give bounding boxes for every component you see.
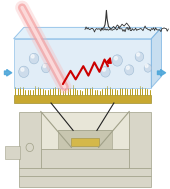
Bar bbox=[41, 149, 129, 168]
Bar bbox=[5, 146, 20, 159]
Circle shape bbox=[103, 68, 106, 71]
Circle shape bbox=[19, 66, 29, 77]
Circle shape bbox=[29, 53, 39, 64]
Circle shape bbox=[125, 65, 134, 75]
Circle shape bbox=[145, 64, 148, 67]
Bar bbox=[129, 112, 151, 168]
Circle shape bbox=[114, 57, 117, 60]
Circle shape bbox=[21, 68, 24, 71]
Polygon shape bbox=[14, 27, 162, 39]
Circle shape bbox=[31, 55, 34, 58]
Circle shape bbox=[144, 64, 152, 72]
Bar bbox=[19, 176, 151, 187]
Bar bbox=[14, 94, 151, 103]
Circle shape bbox=[42, 63, 50, 73]
Circle shape bbox=[43, 64, 46, 67]
Circle shape bbox=[112, 55, 122, 66]
Polygon shape bbox=[41, 112, 129, 149]
Circle shape bbox=[135, 52, 144, 61]
Bar bbox=[14, 39, 151, 88]
Polygon shape bbox=[151, 27, 162, 88]
Circle shape bbox=[137, 53, 140, 56]
Bar bbox=[19, 112, 41, 168]
Circle shape bbox=[101, 67, 110, 77]
Bar bbox=[71, 138, 99, 146]
Bar bbox=[58, 130, 112, 149]
Circle shape bbox=[126, 66, 129, 69]
Bar bbox=[19, 168, 151, 176]
